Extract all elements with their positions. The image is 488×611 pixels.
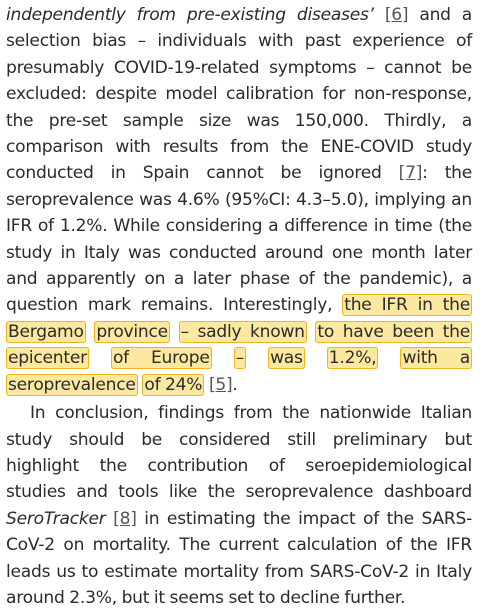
highlight-segment[interactable]: – sadly known — [178, 320, 307, 343]
highlight-segment[interactable]: was — [268, 347, 305, 370]
text-run: . — [232, 374, 238, 395]
highlight-segment[interactable]: province — [94, 320, 170, 343]
highlight-segment[interactable]: of Europe — [110, 347, 212, 370]
paragraph-conclusion: In conclusion, findings from the nationw… — [6, 400, 472, 611]
quote-fragment: independently from pre-existing diseases… — [6, 5, 374, 25]
citation-6[interactable]: [6] — [384, 5, 409, 25]
text-run: and a selection bias – individuals with … — [6, 5, 472, 184]
highlight-segment[interactable]: of 24% — [142, 373, 205, 396]
paragraph-limitations: independently from pre-existing diseases… — [6, 2, 472, 398]
text-run: in estimating the impact of the SARS-CoV… — [6, 508, 472, 608]
text-run: In conclusion, findings from the nationw… — [6, 403, 472, 503]
text-run: : the seroprevalence was 4.6% (95%CI: 4.… — [6, 163, 472, 316]
highlight-segment[interactable]: – — [233, 347, 246, 370]
highlight-segment[interactable]: 1.2%, — [326, 347, 379, 370]
citation-8[interactable]: [8] — [113, 508, 137, 529]
citation-5[interactable]: [5] — [208, 374, 233, 395]
citation-7[interactable]: [7] — [398, 163, 423, 184]
tool-name: SeroTracker — [6, 508, 106, 529]
